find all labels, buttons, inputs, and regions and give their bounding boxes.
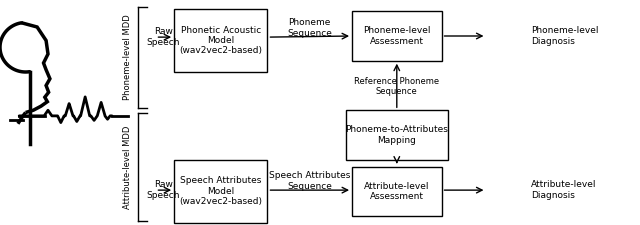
Text: Reference Phoneme
Sequence: Reference Phoneme Sequence (354, 77, 440, 96)
Text: Attribute-level MDD: Attribute-level MDD (124, 126, 132, 209)
Text: Attribute-level
Diagnosis: Attribute-level Diagnosis (531, 180, 596, 200)
Text: Phoneme-to-Attributes
Mapping: Phoneme-to-Attributes Mapping (346, 125, 448, 145)
Text: Phoneme-level
Assessment: Phoneme-level Assessment (363, 26, 431, 46)
FancyBboxPatch shape (174, 160, 268, 223)
Text: Attribute-level
Assessment: Attribute-level Assessment (364, 182, 429, 201)
Text: Raw
Speech: Raw Speech (147, 180, 180, 200)
Text: Speech Attributes
Model
(wav2vec2-based): Speech Attributes Model (wav2vec2-based) (179, 176, 262, 206)
Text: Phonetic Acoustic
Model
(wav2vec2-based): Phonetic Acoustic Model (wav2vec2-based) (179, 26, 262, 55)
Text: Phoneme-level MDD: Phoneme-level MDD (124, 14, 132, 100)
FancyBboxPatch shape (352, 11, 442, 61)
FancyBboxPatch shape (174, 9, 268, 72)
FancyBboxPatch shape (346, 110, 448, 160)
Text: Speech Attributes
Sequence: Speech Attributes Sequence (269, 171, 351, 191)
FancyBboxPatch shape (352, 166, 442, 216)
Text: Phoneme
Sequence: Phoneme Sequence (287, 18, 332, 38)
Text: Phoneme-level
Diagnosis: Phoneme-level Diagnosis (531, 26, 598, 46)
Text: Raw
Speech: Raw Speech (147, 27, 180, 47)
